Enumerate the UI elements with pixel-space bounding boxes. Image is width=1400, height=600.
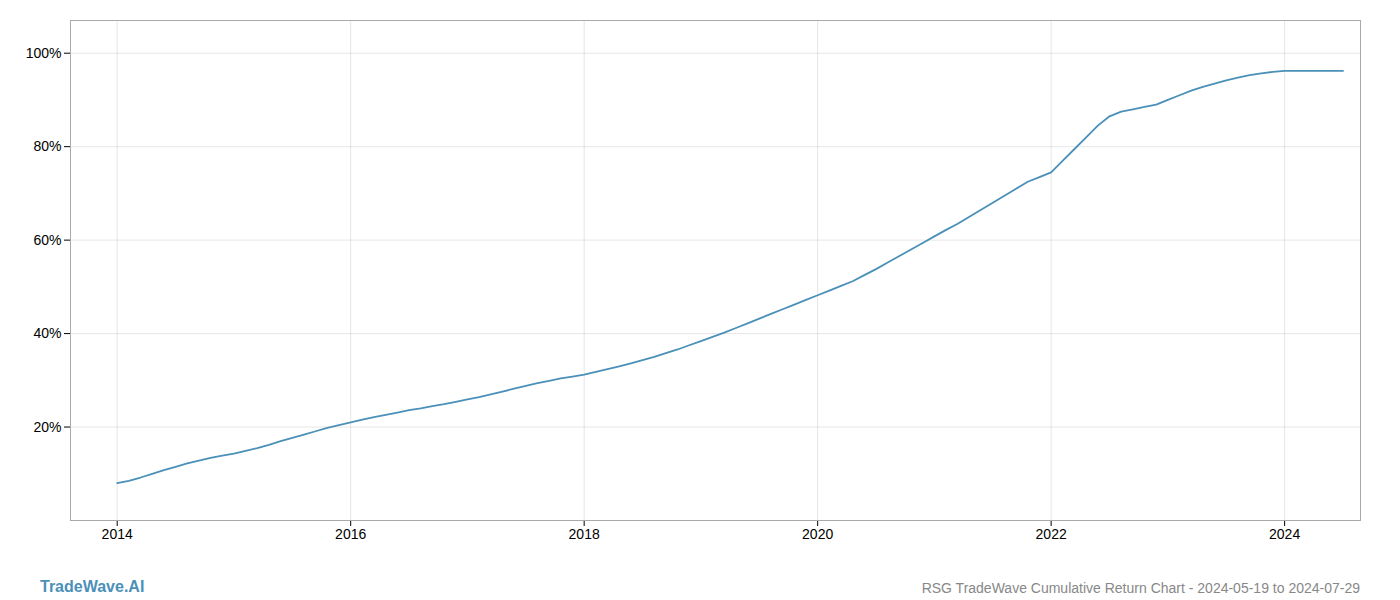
svg-text:100%: 100% bbox=[26, 45, 62, 61]
svg-text:20%: 20% bbox=[33, 419, 61, 435]
svg-text:2016: 2016 bbox=[335, 526, 366, 542]
html-text:TradeWave.AI: TradeWave.AI bbox=[40, 578, 145, 595]
svg-text:2024: 2024 bbox=[1269, 526, 1300, 542]
svg-text:2018: 2018 bbox=[569, 526, 600, 542]
svg-text:2020: 2020 bbox=[802, 526, 833, 542]
svg-text:2014: 2014 bbox=[102, 526, 133, 542]
svg-text:60%: 60% bbox=[33, 232, 61, 248]
svg-text:40%: 40% bbox=[33, 325, 61, 341]
html-text:RSG TradeWave Cumulative Retur: RSG TradeWave Cumulative Return Chart - … bbox=[921, 580, 1360, 596]
svg-text:2022: 2022 bbox=[1036, 526, 1067, 542]
svg-text:80%: 80% bbox=[33, 138, 61, 154]
